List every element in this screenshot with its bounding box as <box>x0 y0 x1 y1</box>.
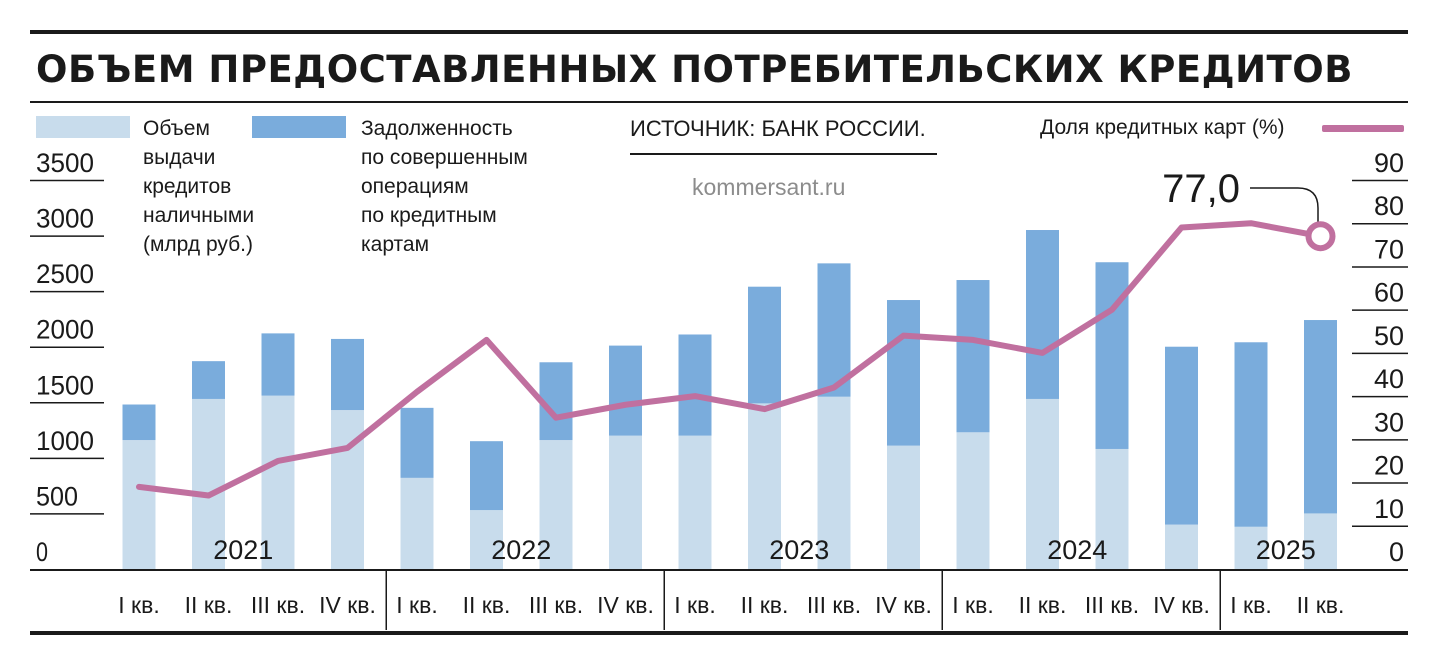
right-axis-tick-label: 20 <box>1374 451 1404 481</box>
top-rule <box>30 30 1408 34</box>
left-axis-tick-label: 3000 <box>36 204 94 234</box>
year-label: 2025 <box>1256 535 1316 565</box>
bar-cash-loans <box>192 398 225 569</box>
quarter-label: II кв. <box>1019 592 1067 618</box>
bar-cash-loans <box>331 410 364 569</box>
title-underline <box>30 101 1408 103</box>
year-label: 2022 <box>491 535 551 565</box>
bar-card-debt <box>817 263 851 397</box>
annotation-leader <box>1250 187 1319 224</box>
bar-cash-loans <box>609 435 642 569</box>
quarter-label: I кв. <box>118 592 159 618</box>
quarter-label: I кв. <box>1230 592 1271 618</box>
quarter-label: I кв. <box>396 592 437 618</box>
quarter-label: III кв. <box>807 592 861 618</box>
quarter-label: II кв. <box>741 592 789 618</box>
bar-card-debt <box>400 407 434 478</box>
quarter-label: II кв. <box>185 592 233 618</box>
left-axis-tick-label: 2500 <box>36 259 94 289</box>
bar-card-debt <box>887 300 920 446</box>
bar-card-debt <box>261 333 295 396</box>
right-axis-tick-label: 40 <box>1374 364 1404 394</box>
right-axis-tick-label: 70 <box>1374 234 1404 264</box>
bar-cash-loans <box>1165 524 1198 569</box>
bar-card-debt <box>748 286 781 404</box>
legend-swatch-cash-loans <box>36 116 130 138</box>
chart-title: ОБЪЕМ ПРЕДОСТАВЛЕННЫХ ПОТРЕБИТЕЛЬСКИХ КР… <box>36 48 1353 91</box>
bar-cash-loans <box>261 395 295 569</box>
left-axis-tick-label: 2000 <box>36 315 94 345</box>
bar-card-debt <box>678 334 712 436</box>
quarter-label: IV кв. <box>597 592 654 618</box>
source-label: ИСТОЧНИК: БАНК РОССИИ. <box>630 116 926 141</box>
quarter-label: II кв. <box>1297 592 1345 618</box>
year-label: 2024 <box>1047 535 1107 565</box>
bar-cash-loans <box>678 435 712 569</box>
bar-cash-loans <box>817 396 851 569</box>
bar-card-debt <box>470 441 503 511</box>
year-label: 2021 <box>213 535 273 565</box>
right-axis-tick-label: 10 <box>1374 494 1404 524</box>
quarter-label: III кв. <box>1085 592 1139 618</box>
bar-cash-loans <box>122 440 156 569</box>
quarter-label: IV кв. <box>319 592 376 618</box>
bar-cash-loans <box>1026 398 1059 569</box>
bar-cash-loans <box>539 440 573 569</box>
line-card-share <box>136 220 1324 499</box>
bottom-rule <box>30 631 1408 635</box>
right-axis-tick-label: 90 <box>1374 148 1404 178</box>
bar-card-debt <box>1304 320 1337 514</box>
quarter-label: II кв. <box>463 592 511 618</box>
bar-card-debt <box>122 404 156 441</box>
annotation-label: 77,0 <box>1162 167 1240 211</box>
bar-cash-loans <box>1304 513 1337 569</box>
right-axis-tick-label: 0 <box>1389 537 1404 567</box>
left-axis-tick-label: 0 <box>36 537 48 567</box>
bar-card-debt <box>956 280 990 433</box>
quarter-label: III кв. <box>529 592 583 618</box>
bar-card-debt <box>1095 262 1129 449</box>
quarter-label: IV кв. <box>875 592 932 618</box>
right-axis-tick-label: 30 <box>1374 407 1404 437</box>
bar-card-debt <box>609 345 642 436</box>
bar-card-debt <box>192 361 225 399</box>
bar-card-debt <box>1234 342 1268 527</box>
legend-swatch-card-share <box>1322 125 1404 132</box>
right-axis-tick-label: 80 <box>1374 191 1404 221</box>
bar-cash-loans <box>470 510 503 569</box>
watermark: kommersant.ru <box>692 174 846 200</box>
bar-cash-loans <box>956 432 990 569</box>
left-axis-tick-label: 1000 <box>36 426 94 456</box>
quarter-label: III кв. <box>251 592 305 618</box>
right-axis-tick-label: 50 <box>1374 321 1404 351</box>
bar-cash-loans <box>748 403 781 569</box>
quarter-label: I кв. <box>952 592 993 618</box>
year-label: 2023 <box>769 535 829 565</box>
bar-cash-loans <box>1234 526 1268 569</box>
legend-label-card-debt: Задолженность по совершенным операциям п… <box>361 117 528 256</box>
left-axis-tick-label: 3500 <box>36 148 94 178</box>
left-axis-tick-label: 500 <box>36 481 78 511</box>
source-underline <box>630 153 937 155</box>
bar-cash-loans <box>887 445 920 569</box>
legend-label-cash-loans: Объем выдачи кредитов наличными (млрд ру… <box>143 117 255 256</box>
quarter-label: IV кв. <box>1153 592 1210 618</box>
bar-card-debt <box>1165 346 1198 525</box>
bar-cash-loans <box>400 477 434 569</box>
right-axis-tick-label: 60 <box>1374 278 1404 308</box>
legend-swatch-card-debt <box>252 116 346 138</box>
annotation-marker <box>1305 221 1336 252</box>
quarter-label: I кв. <box>674 592 715 618</box>
bar-card-debt <box>331 338 364 411</box>
left-axis-tick-label: 1500 <box>36 370 94 400</box>
bar-card-debt <box>1026 230 1059 399</box>
bar-cash-loans <box>1095 448 1129 569</box>
legend-label-card-share: Доля кредитных карт (%) <box>1040 116 1285 139</box>
